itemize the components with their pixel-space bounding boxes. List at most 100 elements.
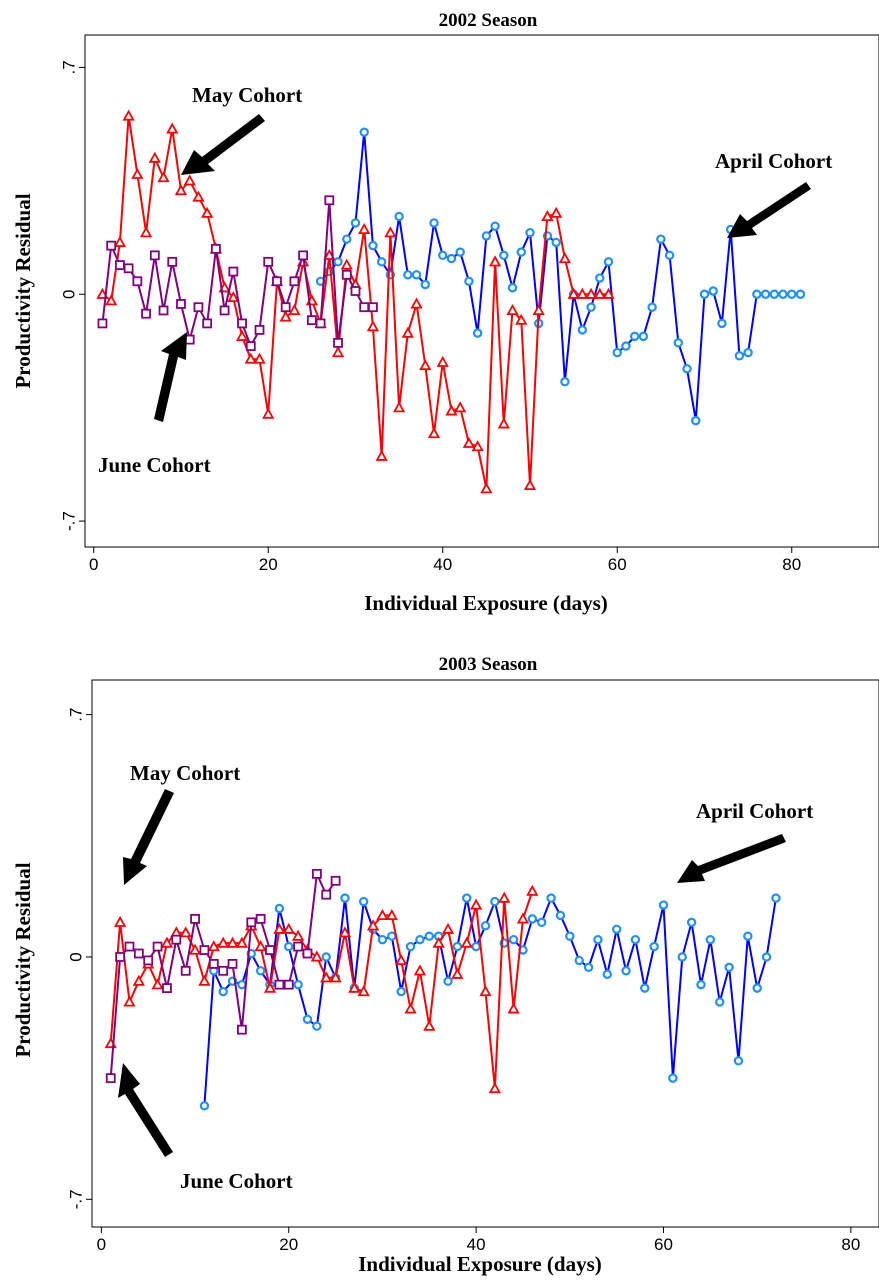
x-tick-label: 0 — [89, 555, 98, 574]
data-point — [595, 273, 605, 283]
data-point — [411, 270, 422, 280]
data-point — [705, 934, 716, 945]
data-point — [350, 218, 361, 228]
data-point — [188, 943, 202, 955]
data-point — [403, 270, 413, 280]
data-point — [283, 979, 294, 990]
series-line-2 — [109, 872, 337, 1079]
data-point — [532, 303, 545, 316]
data-point — [323, 248, 336, 260]
annotation-arrow — [154, 332, 187, 422]
data-point — [629, 331, 640, 342]
data-point — [179, 926, 192, 938]
data-point — [454, 401, 467, 413]
data-point — [415, 934, 425, 945]
data-point — [419, 359, 432, 371]
data-point — [329, 971, 342, 983]
data-point — [787, 289, 797, 299]
data-point — [429, 218, 439, 228]
data-point — [576, 287, 589, 299]
data-point — [358, 222, 371, 235]
data-point — [523, 478, 537, 491]
data-point — [668, 1073, 678, 1083]
data-point — [151, 978, 164, 990]
data-point — [507, 283, 518, 293]
annotation-april-cohort: April Cohort — [715, 149, 832, 173]
data-point — [280, 302, 291, 313]
chart-2003-panel: 2003 Season 0 20 40 60 80 -.7 0 .7 Individual … — [11, 654, 879, 1276]
data-point — [288, 303, 301, 316]
data-point — [273, 922, 286, 934]
data-point — [441, 922, 455, 934]
data-point — [235, 936, 249, 948]
data-point — [565, 931, 575, 941]
data-point — [384, 226, 397, 238]
data-point — [263, 981, 277, 993]
data-point — [338, 926, 352, 938]
data-point — [471, 941, 481, 952]
data-point — [621, 966, 631, 976]
annotation-may-cohort: May Cohort — [192, 83, 302, 107]
data-point — [516, 247, 526, 257]
data-point — [97, 318, 108, 329]
data-point — [291, 929, 305, 941]
data-point — [743, 347, 753, 358]
data-point — [237, 318, 247, 329]
data-point — [366, 919, 380, 931]
data-point — [160, 936, 174, 948]
data-point — [368, 240, 378, 251]
data-point — [795, 289, 806, 299]
data-point — [375, 449, 388, 461]
x-tick-label: 40 — [467, 1235, 486, 1254]
data-point — [219, 305, 230, 316]
data-point — [516, 912, 530, 924]
data-point — [218, 965, 229, 976]
data-point — [166, 122, 179, 134]
data-point — [176, 299, 186, 309]
data-point — [253, 352, 266, 364]
data-point — [210, 243, 221, 254]
data-point — [699, 289, 710, 299]
data-point — [272, 276, 282, 287]
data-point — [677, 952, 687, 962]
x-tick-label: 0 — [97, 1235, 106, 1254]
data-point — [760, 289, 771, 299]
data-point — [192, 190, 205, 202]
data-point — [255, 913, 266, 924]
data-point — [202, 318, 213, 329]
data-point — [432, 936, 445, 948]
data-point — [321, 952, 331, 962]
data-point — [498, 891, 511, 903]
data-point — [708, 286, 718, 296]
data-point — [180, 965, 191, 976]
x-tick-label: 80 — [782, 555, 801, 574]
data-point — [507, 1002, 520, 1014]
data-point — [333, 257, 343, 267]
data-point — [470, 898, 483, 910]
y-axis-label: Productivity Residual — [11, 193, 35, 388]
data-point — [724, 962, 734, 973]
data-point — [541, 210, 554, 222]
data-point — [148, 151, 161, 163]
annotation-may-cohort: May Cohort — [130, 761, 240, 785]
data-point — [265, 945, 275, 955]
data-point — [324, 195, 335, 206]
x-tick-label: 60 — [654, 1235, 673, 1254]
data-point — [254, 324, 265, 335]
data-point — [282, 922, 295, 934]
data-point — [686, 917, 697, 928]
data-point — [207, 940, 220, 952]
data-point — [664, 250, 675, 261]
data-point — [198, 974, 211, 986]
data-point — [583, 962, 594, 973]
data-point — [603, 257, 614, 267]
data-point — [199, 945, 210, 955]
data-point — [479, 985, 492, 997]
data-point — [640, 983, 650, 993]
data-point — [262, 407, 275, 419]
data-point — [244, 352, 257, 364]
data-point — [420, 279, 430, 290]
annotation-april-cohort: April Cohort — [696, 799, 813, 823]
data-point — [715, 997, 725, 1007]
